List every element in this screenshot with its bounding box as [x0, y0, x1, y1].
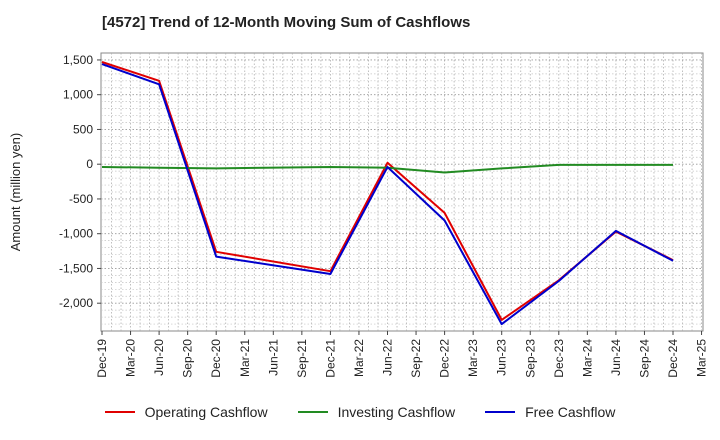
chart-title: [4572] Trend of 12-Month Moving Sum of C… [102, 14, 471, 31]
x-tick-label: Dec-22 [438, 339, 452, 378]
legend-swatch-free [485, 411, 516, 413]
legend-swatch-investing [297, 411, 328, 413]
x-tick-label: Mar-22 [352, 339, 366, 377]
x-tick-label: Mar-24 [580, 339, 594, 377]
x-tick-label: Dec-23 [552, 339, 566, 378]
series-lines [101, 61, 674, 326]
y-tick-label: 500 [73, 122, 93, 136]
x-tick-label: Jun-24 [609, 339, 623, 376]
x-tick-label: Dec-24 [666, 339, 680, 378]
x-tick-label: Dec-19 [95, 339, 109, 378]
x-tick-label: Mar-23 [466, 339, 480, 377]
legend-item-investing: Investing Cashflow [297, 404, 456, 420]
grid [100, 52, 704, 332]
x-tick-label: Dec-20 [209, 339, 223, 378]
x-tick-label: Mar-20 [124, 339, 138, 377]
legend-label-investing: Investing Cashflow [337, 404, 456, 420]
x-tick-label: Mar-21 [238, 339, 252, 377]
y-tick-label: -1,500 [59, 261, 93, 275]
axes: 1,500 1,000 500 0 -500 -1,000 -1,500 -2,000 Dec-… [59, 53, 709, 378]
x-tick-label: Jun-22 [381, 339, 395, 376]
y-tick-label: 1,500 [63, 53, 93, 67]
y-tick-label: 1,000 [63, 88, 93, 102]
y-tick-label: -2,000 [59, 296, 93, 310]
y-axis-title: Amount (million yen) [8, 133, 23, 252]
legend-item-free: Free Cashflow [485, 404, 615, 420]
legend-item-operating: Operating Cashflow [104, 404, 268, 420]
legend-label-free: Free Cashflow [525, 404, 616, 420]
x-tick-label: Sep-22 [409, 339, 423, 378]
y-tick-label: 0 [86, 157, 93, 171]
x-tick-label: Sep-24 [637, 339, 651, 378]
x-tick-label: Jun-21 [266, 339, 280, 376]
series-line-free [101, 63, 674, 326]
x-tick-label: Dec-21 [323, 339, 337, 378]
legend-label-operating: Operating Cashflow [144, 404, 268, 420]
x-tick-label: Mar-25 [695, 339, 709, 377]
x-tick-label: Sep-21 [295, 339, 309, 378]
x-tick-label: Sep-20 [181, 339, 195, 378]
y-tick-label: -500 [69, 192, 93, 206]
legend-swatch-operating [104, 411, 135, 413]
x-tick-label: Sep-23 [523, 339, 537, 378]
legend: Operating Cashflow Investing Cashflow Fr… [0, 404, 720, 420]
y-tick-label: -1,000 [59, 227, 93, 241]
x-tick-label: Jun-23 [495, 339, 509, 376]
x-tick-label: Jun-20 [152, 339, 166, 376]
